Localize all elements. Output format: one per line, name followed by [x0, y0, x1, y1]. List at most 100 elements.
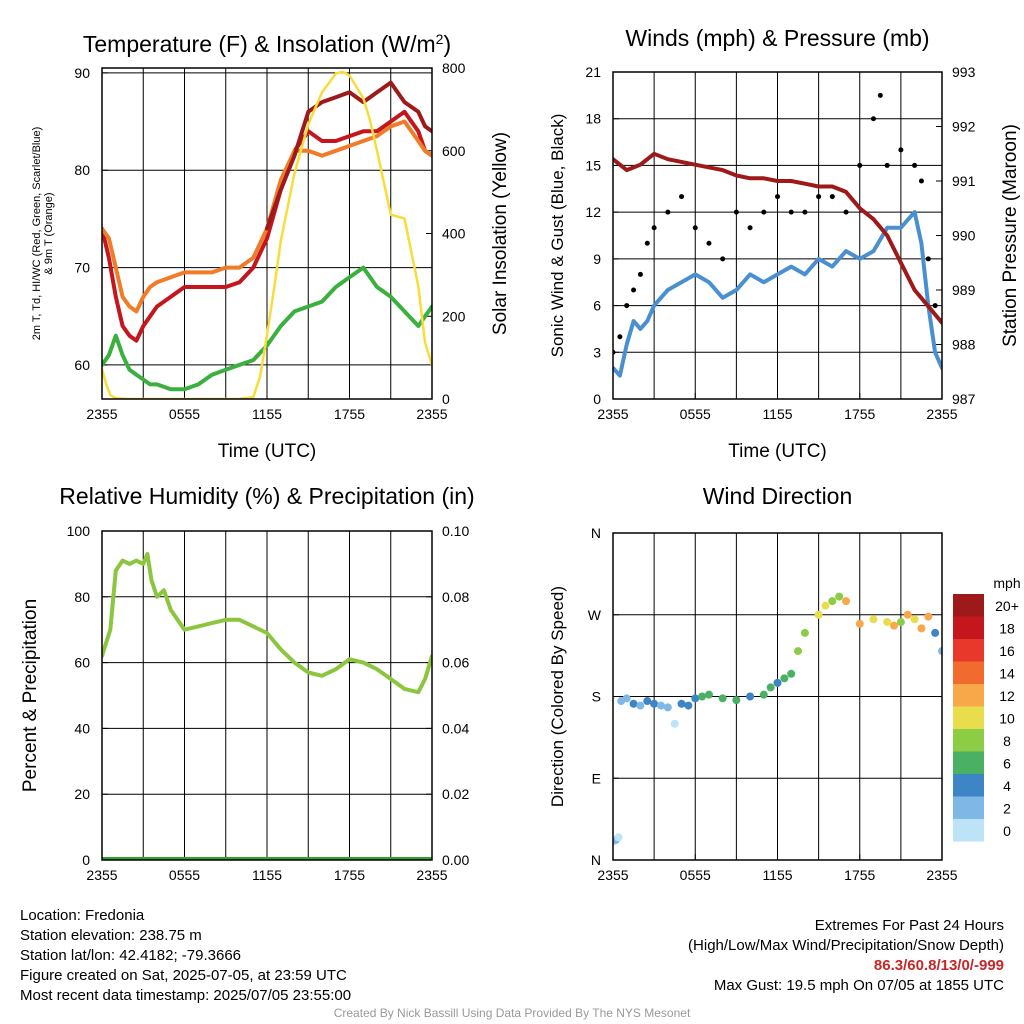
y-tick-label: 60	[74, 357, 90, 373]
colorbar-label: 10	[999, 711, 1015, 727]
panel-3: Relative Humidity (%) & Precipitation (i…	[20, 483, 475, 883]
direction-point	[629, 699, 638, 708]
direction-point	[917, 624, 926, 633]
y2-tick-label: 0.08	[442, 589, 469, 605]
chart-title: Wind Direction	[703, 483, 853, 509]
station-info: Location: Fredonia Station elevation: 23…	[20, 906, 351, 1006]
gust-point	[651, 225, 657, 231]
x-tick-label: 1755	[844, 867, 875, 883]
colorbar-label: 12	[999, 688, 1015, 704]
direction-point	[650, 699, 659, 708]
direction-point	[910, 615, 919, 624]
plot-frame	[101, 530, 433, 861]
gust-point	[877, 92, 883, 98]
x-tick-label: 2355	[597, 406, 628, 422]
direction-point	[698, 692, 707, 701]
direction-point	[656, 701, 665, 710]
gust-point	[925, 256, 931, 262]
colorbar-swatch	[953, 774, 984, 797]
gust-point	[761, 209, 767, 215]
direction-point	[903, 610, 912, 619]
direction-point	[643, 697, 652, 706]
x-tick-label: 2355	[416, 867, 447, 883]
gust-point	[884, 162, 890, 168]
direction-point	[931, 628, 940, 637]
series-group	[613, 592, 942, 846]
figure-plots: Temperature (F) & Insolation (W/m2) 2355 0…	[20, 25, 1021, 883]
direction-point	[684, 701, 693, 710]
y-tick-label: S	[592, 689, 601, 705]
colorbar-title: mph	[993, 575, 1020, 591]
gust-point	[912, 162, 918, 168]
chart-title: Relative Humidity (%) & Precipitation (i…	[59, 483, 474, 509]
direction-point	[780, 674, 789, 683]
gust-point	[898, 147, 904, 153]
gust-point	[932, 303, 938, 309]
colorbar-swatch	[953, 661, 984, 684]
y-tick-label: 6	[593, 298, 601, 314]
colorbar-swatch	[953, 639, 984, 662]
y-tick-label: N	[591, 852, 601, 868]
series-hi-wc	[265, 80, 432, 231]
colorbar-label: 6	[1003, 756, 1011, 772]
colorbar-label: 20+	[995, 598, 1019, 614]
x-tick-label: 2355	[86, 406, 117, 422]
direction-point	[622, 694, 631, 703]
chart-title: Temperature (F) & Insolation (W/m2)	[83, 31, 451, 57]
direction-point	[938, 647, 942, 656]
x-tick-label: 2355	[926, 867, 957, 883]
series-2m-t	[102, 109, 432, 343]
colorbar-label: 16	[999, 643, 1015, 659]
x-tick-label: 2355	[86, 867, 117, 883]
colorbar-swatch	[953, 706, 984, 729]
y-tick-label: 20	[74, 786, 90, 802]
gust-point	[644, 240, 650, 246]
direction-point	[869, 615, 878, 624]
direction-point	[794, 647, 803, 656]
y-tick-label: 100	[67, 523, 91, 539]
y-tick-label: 12	[585, 204, 601, 220]
gust-point	[747, 225, 753, 231]
x-tick-label: 1155	[762, 406, 792, 422]
colorbar-label: 0	[1003, 823, 1011, 839]
direction-point	[677, 699, 686, 708]
series-sonic-wind	[613, 210, 942, 378]
gust-point	[706, 240, 712, 246]
y2-tick-label: 988	[952, 337, 976, 353]
y2-tick-label: 990	[952, 228, 976, 244]
colorbar-label: 2	[1003, 801, 1011, 817]
direction-point	[614, 833, 623, 842]
y2-tick-label: 0.06	[442, 655, 469, 671]
direction-point	[787, 669, 796, 678]
gust-point	[631, 287, 637, 293]
y-tick-label: 21	[585, 64, 601, 80]
gust-point	[870, 116, 876, 122]
y2-tick-label: 400	[442, 226, 466, 242]
y2-tick-label: 800	[442, 60, 466, 76]
y-tick-label: 3	[593, 344, 601, 360]
station-elevation: Station elevation: 238.75 m	[20, 927, 202, 944]
direction-point	[746, 692, 755, 701]
y2-tick-label: 987	[952, 391, 976, 407]
y-tick-label: 90	[74, 65, 90, 81]
panel-1: Temperature (F) & Insolation (W/m2) 2355 0…	[31, 31, 511, 462]
y-tick-label: 40	[74, 720, 90, 736]
gust-point	[679, 194, 685, 200]
series-station-pressure	[613, 151, 942, 325]
y2-tick-label: 0	[442, 391, 450, 407]
direction-point	[842, 597, 851, 606]
direction-point	[828, 597, 837, 606]
x-tick-label: 1155	[762, 867, 792, 883]
x-tick-label: 0555	[680, 406, 711, 422]
direction-point	[890, 621, 899, 630]
gust-point	[775, 194, 780, 200]
y-axis-label: Direction (Colored By Speed)	[548, 586, 567, 807]
gust-point	[637, 271, 643, 277]
y-tick-label: 15	[585, 157, 601, 173]
gust-point	[624, 303, 630, 309]
y2-tick-label: 0.10	[442, 523, 469, 539]
y-tick-label: 18	[585, 111, 601, 127]
gust-point	[918, 178, 924, 184]
x-tick-label: 2355	[597, 867, 628, 883]
